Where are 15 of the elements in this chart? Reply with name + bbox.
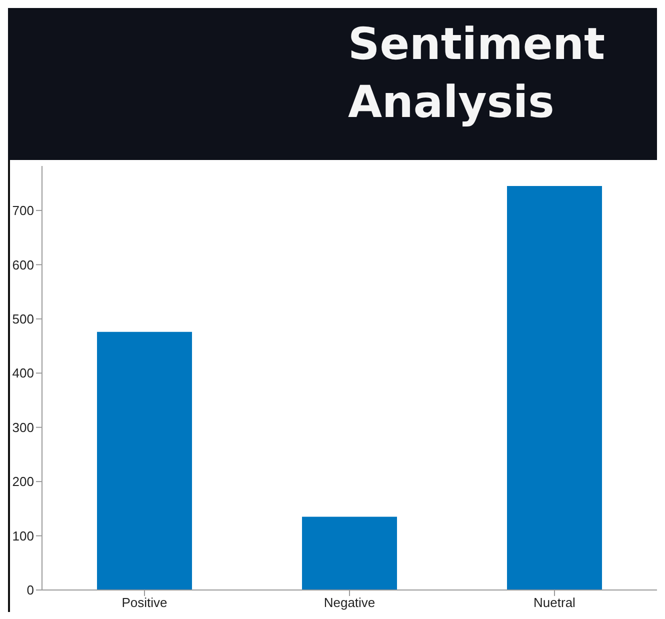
y-tick-label: 700	[12, 203, 34, 218]
y-tick-label: 200	[12, 474, 34, 490]
y-tick-label: 0	[26, 582, 34, 598]
y-tick-label: 600	[12, 257, 34, 272]
x-tick-label: Nuetral	[534, 595, 576, 610]
y-tick-label: 100	[12, 528, 34, 544]
y-tick-label: 400	[12, 366, 34, 381]
y-tick-label: 300	[12, 420, 34, 435]
bar	[97, 332, 192, 590]
x-tick-label: Positive	[122, 595, 168, 610]
y-tick-label: 500	[12, 312, 34, 327]
chart-title: Sentiment Analysis	[348, 18, 606, 130]
x-tick-label: Negative	[324, 595, 376, 610]
bar	[507, 186, 602, 590]
bar	[302, 516, 397, 590]
